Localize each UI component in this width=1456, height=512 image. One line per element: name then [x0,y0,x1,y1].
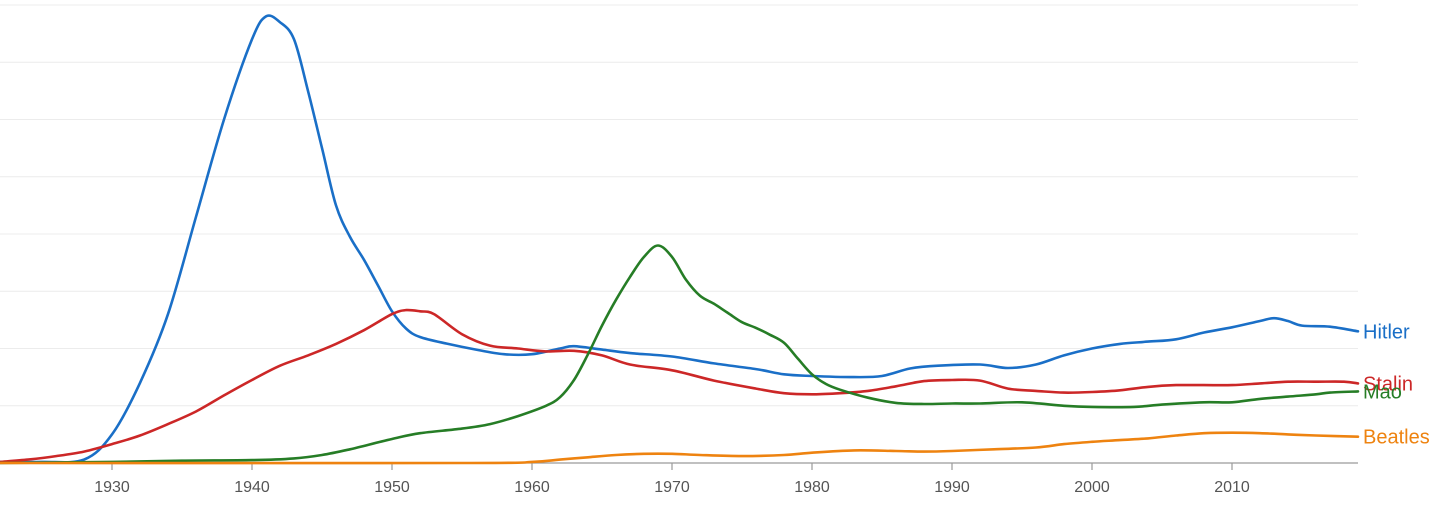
series-line-beatles [0,431,1360,465]
x-tick-label: 2000 [1074,479,1110,496]
series-line-stalin [0,308,1360,464]
x-tick-label: 2010 [1214,479,1250,496]
series-label-mao: Mao [1363,381,1402,403]
series-lines [0,14,1360,465]
series-label-beatles: Beatles [1363,427,1430,449]
gridlines [0,4,1358,407]
x-tick-label: 1940 [234,479,270,496]
x-tick-label: 1990 [934,479,970,496]
x-tick-label: 1950 [374,479,410,496]
x-tick-label: 1980 [794,479,830,496]
x-tick-label: 1960 [514,479,550,496]
series-line-mao [0,244,1360,465]
x-tick-label: 1970 [654,479,690,496]
series-label-hitler: Hitler [1363,321,1410,343]
x-axis: 1930 1940 1950 1960 1970 1980 1990 2000 2010 [0,462,1358,496]
series-line-hitler [0,14,1360,464]
x-tick-label: 1930 [94,479,130,496]
series-label-stalin: Stalin [1363,373,1413,395]
